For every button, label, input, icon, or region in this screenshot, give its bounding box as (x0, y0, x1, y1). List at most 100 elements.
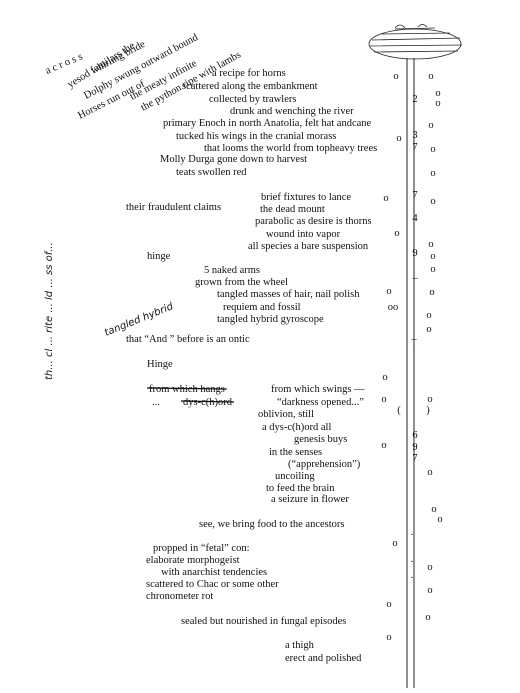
margin-mark: o (386, 599, 391, 610)
poem-line: all species a bare suspension (248, 241, 369, 252)
margin-mark: o (382, 372, 387, 383)
poem-line: “darkness opened...” (277, 397, 364, 408)
margin-mark: 7 (412, 190, 417, 201)
margin-mark: o (393, 71, 398, 82)
margin-mark: 3 (412, 130, 417, 141)
poem-line: tucked his wings in the cranial morass (176, 131, 336, 142)
margin-mark: o (392, 538, 397, 549)
poem-line: wound into vapor (266, 229, 341, 240)
margin-mark: o (383, 193, 388, 204)
margin-mark: o (394, 228, 399, 239)
cloud-sketch (368, 24, 463, 60)
margin-mark: . (411, 570, 414, 581)
margin-mark: o (426, 324, 431, 335)
margin-mark: 6 (412, 430, 417, 441)
poem-line: from which swings — (271, 384, 365, 395)
margin-mark: o (430, 251, 435, 262)
margin-mark: o (428, 71, 433, 82)
poem-line: to feed the brain (266, 483, 335, 494)
margin-mark: o (381, 440, 386, 451)
poem-line: in the senses (269, 447, 322, 458)
margin-mark: ) (426, 405, 430, 416)
poem-line: tangled hybrid gyroscope (217, 314, 324, 325)
poem-line: hinge (147, 251, 171, 262)
poem-line: with anarchist tendencies (161, 567, 267, 578)
poem-line: primary Enoch in north Anatolia, felt ha… (163, 118, 372, 129)
margin-mark: o (429, 287, 434, 298)
poem-line: propped in “fetal” con: (153, 543, 250, 554)
poem-line: from which hangs (149, 384, 225, 395)
vertical-note: th... cl ... rite ... ld ... ss of... (44, 242, 55, 380)
margin-mark: o (435, 98, 440, 109)
poem-line: parabolic as desire is thorns (255, 216, 372, 227)
margin-mark: – (411, 273, 418, 284)
poem-line: their fraudulent claims (126, 202, 221, 213)
poem-line: brief fixtures to lance (261, 192, 351, 203)
margin-mark: o (435, 88, 440, 99)
poem-line: elaborate morphogeist (146, 555, 240, 566)
margin-mark: o (427, 585, 432, 596)
margin-mark: 2 (412, 94, 417, 105)
poem-line: the dead mount (260, 204, 325, 215)
poem-line: grown from the wheel (195, 277, 288, 288)
poem-line: erect and polished (285, 653, 362, 664)
margin-mark: o (396, 133, 401, 144)
margin-mark: o (427, 467, 432, 478)
margin-mark: o (430, 168, 435, 179)
margin-mark: o (425, 612, 430, 623)
poem-line: that “And ” before is an ontic (126, 334, 250, 345)
margin-mark: o (386, 632, 391, 643)
poem-line: a seizure in flower (271, 494, 349, 505)
poem-line: uncoiling (275, 471, 315, 482)
poem-line: teats swollen red (176, 167, 247, 178)
poem-line: collected by trawlers (209, 94, 296, 105)
margin-mark: 9 (412, 248, 417, 259)
margin-mark: o (430, 144, 435, 155)
poem-line: ... (152, 397, 160, 408)
poem-line: sealed but nourished in fungal episodes (181, 616, 346, 627)
poem-line: a recipe for horns (212, 68, 286, 79)
poem-line: a dys-c(h)ord all (262, 422, 331, 433)
poem-line: scattered along the embankment (182, 81, 318, 92)
poem-line: that looms the world from topheavy trees (204, 143, 377, 154)
margin-mark: – (410, 334, 417, 345)
poem-line: genesis buys (294, 434, 347, 445)
poem-line: dys-c(h)ord (183, 397, 233, 408)
poem-line: oblivion, still (258, 409, 314, 420)
margin-mark: 7 (412, 453, 417, 464)
poem-line: Molly Durga gone down to harvest (160, 154, 307, 165)
poem-line: tangled masses of hair, nail polish (217, 289, 360, 300)
margin-mark: 7 (412, 142, 417, 153)
poem-line: requiem and fossil (223, 302, 301, 313)
margin-mark: o (431, 504, 436, 515)
margin-mark: o (427, 394, 432, 405)
strike-through (180, 400, 234, 403)
margin-mark: o (428, 239, 433, 250)
strike-through (146, 387, 227, 390)
margin-mark: | (413, 345, 415, 356)
margin-mark: o (430, 264, 435, 275)
margin-mark: o (427, 562, 432, 573)
margin-mark: oo (388, 302, 399, 313)
poem-line: (“apprehension”) (288, 459, 361, 470)
poem-line: scattered to Chac or some other (146, 579, 279, 590)
margin-mark: o (386, 286, 391, 297)
poem-line: chronometer rot (146, 591, 213, 602)
margin-mark: 4 (412, 213, 418, 224)
poem-line: a thigh (285, 640, 315, 651)
margin-mark: ( (397, 405, 401, 416)
poem-line: drunk and wenching the river (230, 106, 354, 117)
margin-mark: o (426, 310, 431, 321)
poem-line: see, we bring food to the ancestors (199, 519, 345, 530)
margin-mark: . (411, 527, 414, 538)
margin-mark: o (430, 196, 435, 207)
margin-mark: o (381, 394, 386, 405)
poem-line: 5 naked arms (204, 265, 260, 276)
poem-line: Hinge (147, 359, 173, 370)
margin-mark: . (411, 554, 414, 565)
margin-mark: o (437, 514, 442, 525)
margin-mark: o (428, 120, 433, 131)
margin-mark: 9 (412, 442, 417, 453)
